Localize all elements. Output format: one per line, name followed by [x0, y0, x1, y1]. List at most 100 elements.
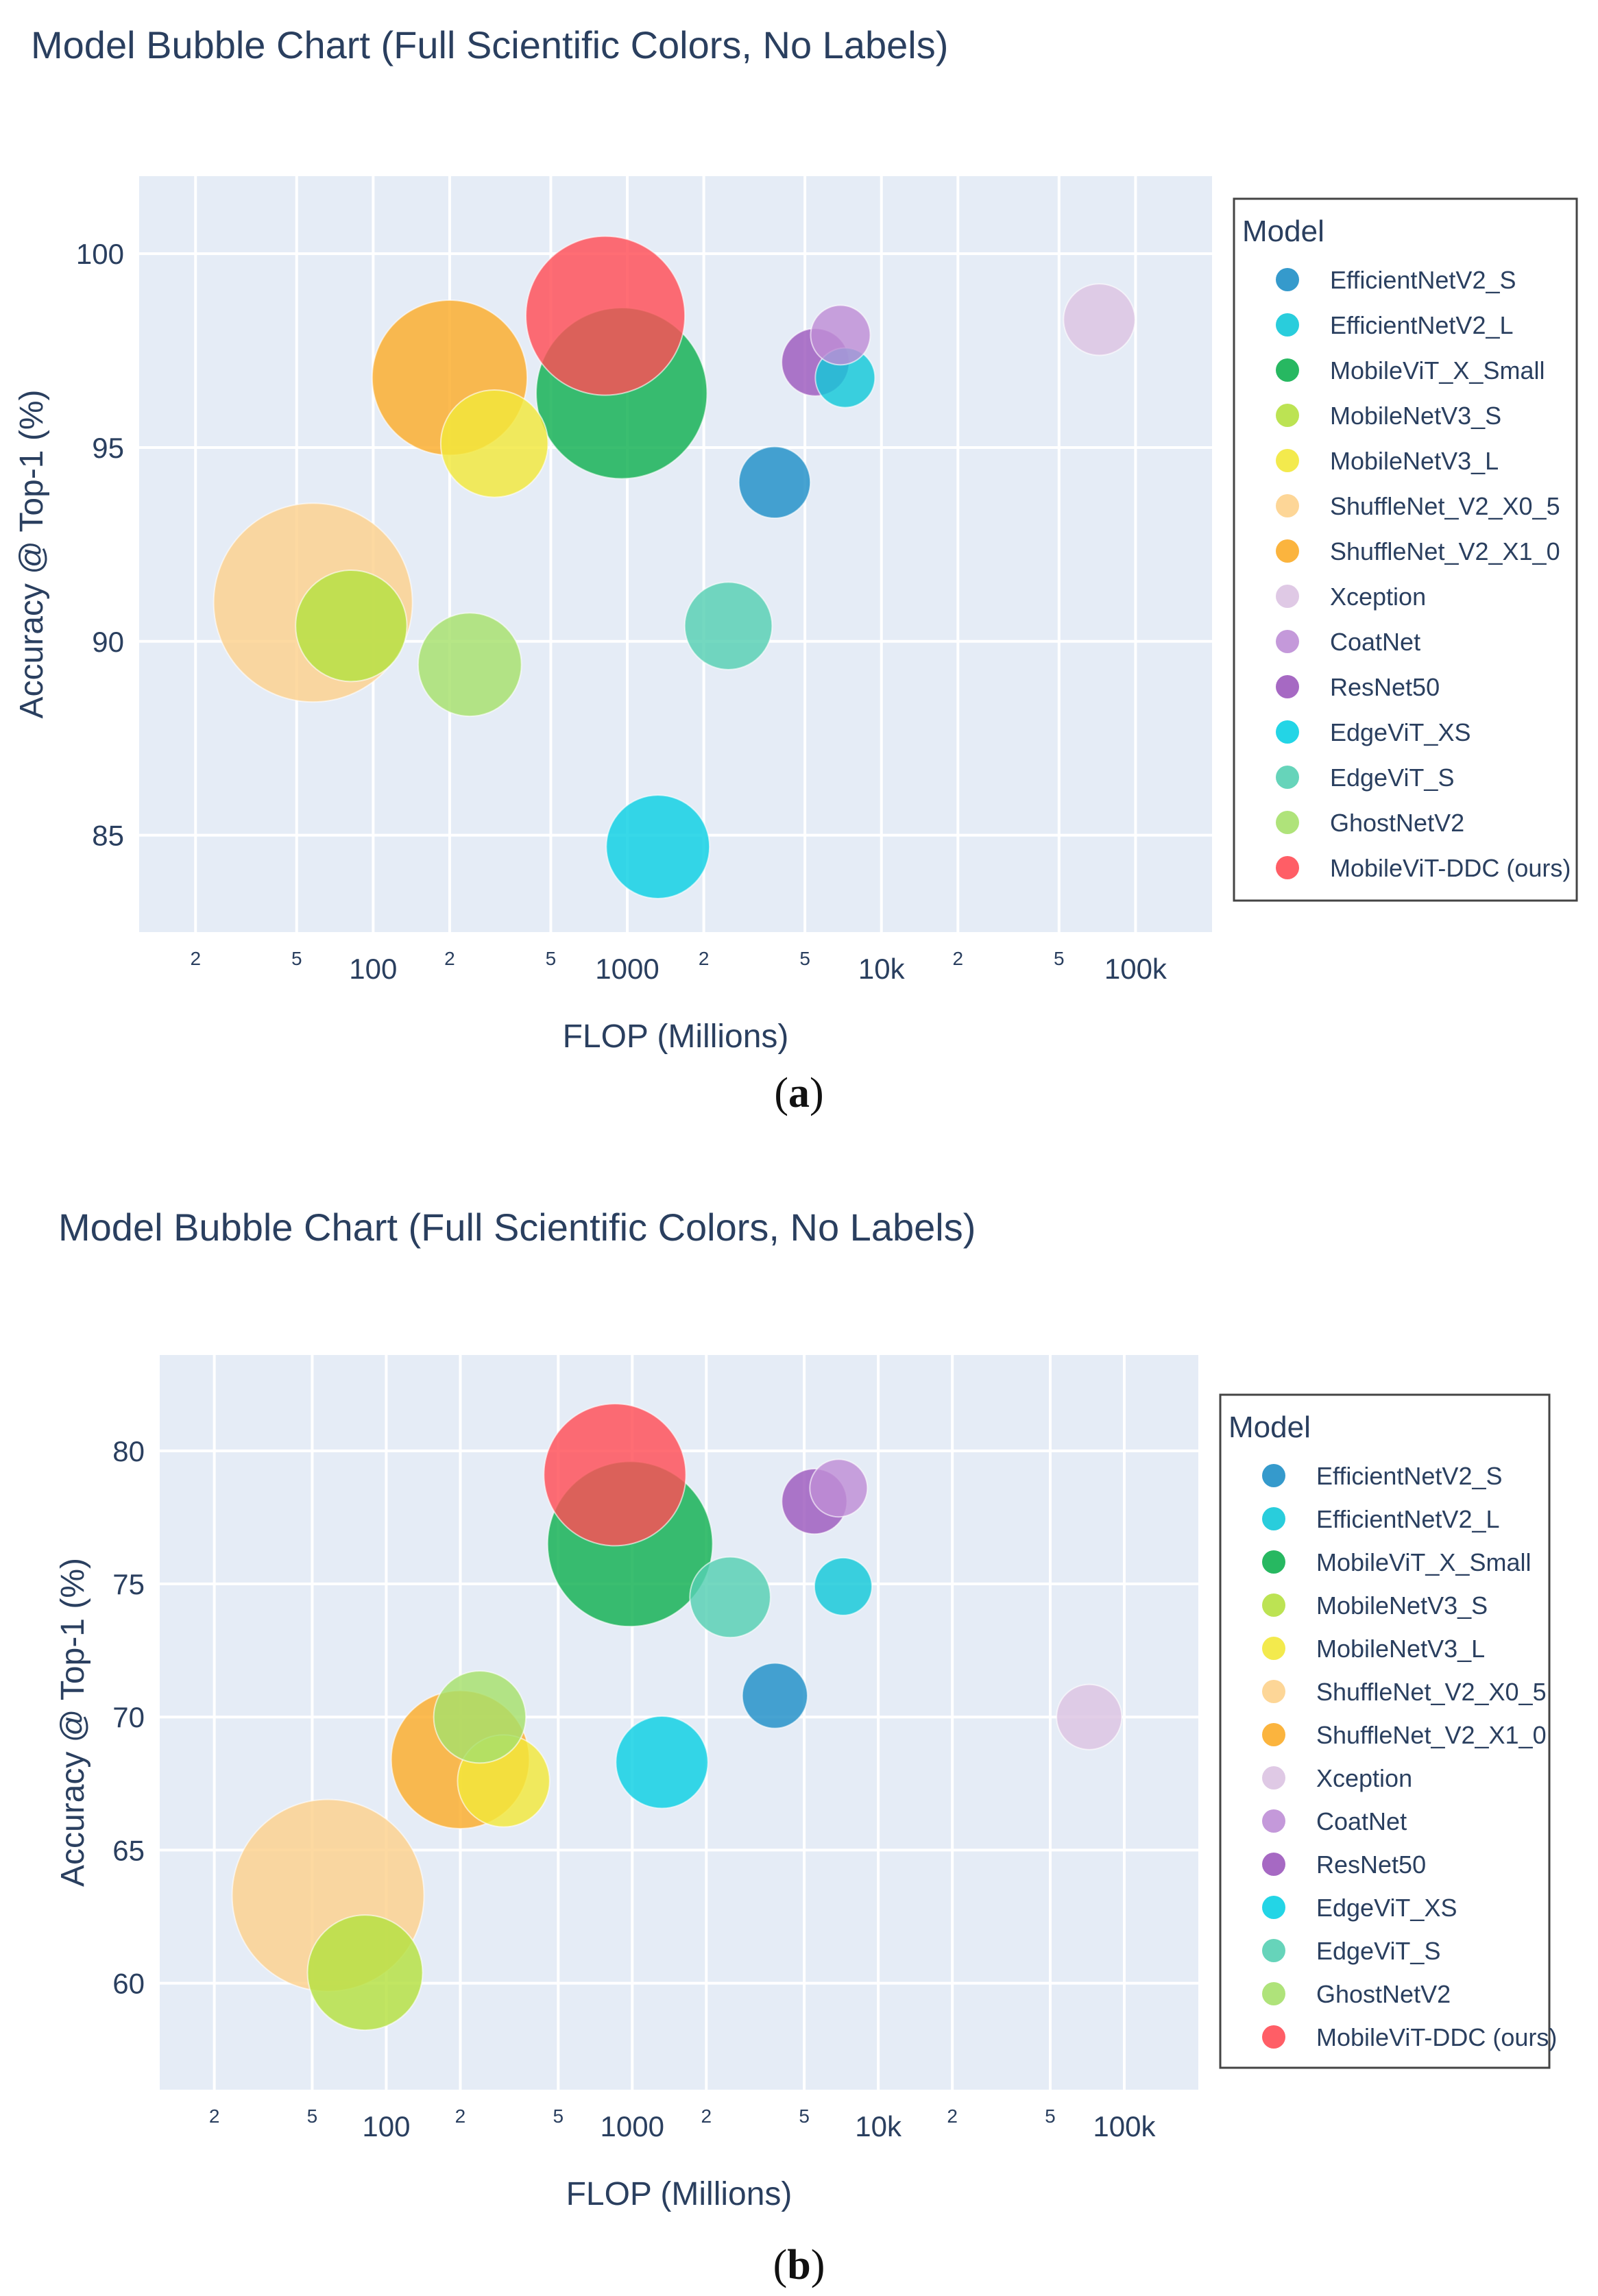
legend-marker	[1276, 539, 1299, 563]
x-tick-label: 5	[307, 2105, 318, 2127]
legend-item[interactable]: CoatNet	[1262, 1807, 1407, 1835]
legend-marker	[1262, 1809, 1285, 1833]
legend-item[interactable]: MobileNetV3_L	[1276, 447, 1499, 475]
legend-marker	[1276, 720, 1299, 744]
legend-item[interactable]: GhostNetV2	[1262, 1980, 1451, 2008]
y-tick-label: 60	[112, 1968, 145, 2000]
legend-item[interactable]: EfficientNetV2_L	[1262, 1505, 1500, 1533]
legend-label: EfficientNetV2_L	[1316, 1505, 1500, 1533]
legend-item[interactable]: ShuffleNet_V2_X1_0	[1276, 537, 1560, 565]
x-tick-label: 5	[291, 948, 302, 969]
legend-label: GhostNetV2	[1330, 809, 1464, 837]
legend-marker	[1276, 630, 1299, 653]
legend-label: ShuffleNet_V2_X0_5	[1330, 492, 1560, 520]
legend-item[interactable]: MobileNetV3_L	[1262, 1635, 1485, 1663]
legend-marker	[1262, 1507, 1285, 1530]
legend-marker	[1276, 856, 1299, 879]
x-axis-label: FLOP (Millions)	[566, 2176, 792, 2212]
legend-label: ShuffleNet_V2_X1_0	[1316, 1721, 1547, 1749]
legend-label: MobileNetV3_L	[1330, 447, 1499, 475]
legend-item[interactable]: EdgeViT_XS	[1276, 718, 1470, 746]
legend-marker	[1262, 1982, 1285, 2005]
legend-marker	[1262, 1680, 1285, 1703]
legend-item[interactable]: EdgeViT_S	[1262, 1937, 1440, 1965]
chart-title: Model Bubble Chart (Full Scientific Colo…	[31, 23, 948, 66]
bubble-chart-a: Model Bubble Chart (Full Scientific Colo…	[14, 23, 1578, 1055]
chart-panel-a: Model Bubble Chart (Full Scientific Colo…	[14, 23, 1578, 1055]
legend-marker	[1276, 766, 1299, 789]
x-tick-label: 2	[455, 2105, 466, 2127]
legend-marker	[1262, 1550, 1285, 1574]
legend-item[interactable]: ShuffleNet_V2_X1_0	[1262, 1721, 1547, 1749]
legend-marker	[1262, 1896, 1285, 1919]
bubble-mobilenetv3-l[interactable]	[439, 389, 549, 498]
bubble-edgevit-xs[interactable]	[605, 794, 711, 899]
legend-label: EdgeViT_XS	[1330, 718, 1470, 746]
legend-marker	[1276, 313, 1299, 337]
legend-label: ResNet50	[1330, 673, 1440, 701]
legend-item[interactable]: Xception	[1262, 1764, 1412, 1792]
legend-label: EfficientNetV2_L	[1330, 311, 1514, 339]
legend-item[interactable]: MobileViT-DDC (ours)	[1262, 2023, 1557, 2051]
legend-marker	[1276, 494, 1299, 517]
legend-marker	[1276, 449, 1299, 472]
legend-item[interactable]: MobileViT-DDC (ours)	[1276, 854, 1571, 882]
bubble-coatnet[interactable]	[809, 1458, 869, 1518]
legend-item[interactable]: ShuffleNet_V2_X0_5	[1276, 492, 1560, 520]
bubble-mobilenetv3-s[interactable]	[306, 1914, 424, 2031]
bubble-efficientnetv2-l[interactable]	[813, 1556, 873, 1616]
x-tick-label: 5	[1054, 948, 1065, 969]
legend-marker	[1262, 1637, 1285, 1660]
bubble-efficientnetv2-s[interactable]	[741, 1662, 808, 1729]
legend-item[interactable]: EdgeViT_XS	[1262, 1894, 1457, 1922]
x-tick-label: 5	[1045, 2105, 1056, 2127]
bubble-ghostnetv2[interactable]	[433, 1670, 527, 1764]
legend-label: MobileViT_X_Small	[1316, 1548, 1531, 1576]
x-axis-label: FLOP (Millions)	[563, 1018, 789, 1055]
legend-item[interactable]: MobileViT_X_Small	[1262, 1548, 1531, 1576]
bubble-ghostnetv2[interactable]	[417, 612, 522, 718]
x-tick-label: 5	[799, 2105, 810, 2127]
legend-marker	[1262, 1853, 1285, 1876]
legend-item[interactable]: EdgeViT_S	[1276, 764, 1454, 792]
legend-label: EfficientNetV2_S	[1316, 1462, 1503, 1490]
caption-a: (a)	[774, 1070, 824, 1116]
y-tick-label: 80	[112, 1435, 145, 1467]
legend-marker	[1262, 1593, 1285, 1617]
legend-item[interactable]: MobileViT_X_Small	[1276, 356, 1545, 384]
x-tick-label: 5	[546, 948, 557, 969]
bubble-mobilevit-ddc-ours-[interactable]	[525, 235, 686, 396]
legend-item[interactable]: MobileNetV3_S	[1262, 1591, 1488, 1620]
legend-item[interactable]: MobileNetV3_S	[1276, 402, 1501, 430]
bubble-edgevit-s[interactable]	[683, 581, 773, 670]
legend-label: MobileNetV3_S	[1316, 1591, 1488, 1620]
legend-item[interactable]: ResNet50	[1262, 1851, 1426, 1879]
bubble-efficientnetv2-s[interactable]	[738, 445, 812, 520]
legend-label: Xception	[1316, 1764, 1412, 1792]
bubbles	[231, 1403, 1123, 2031]
y-tick-label: 65	[112, 1834, 145, 1866]
bubble-mobilevit-ddc-ours-[interactable]	[543, 1403, 687, 1547]
legend-label: ShuffleNet_V2_X0_5	[1316, 1678, 1547, 1706]
bubble-edgevit-s[interactable]	[689, 1556, 771, 1639]
bubble-edgevit-xs[interactable]	[615, 1715, 709, 1809]
legend-label: Xception	[1330, 583, 1426, 611]
bubble-xception[interactable]	[1056, 1683, 1123, 1750]
legend-label: ShuffleNet_V2_X1_0	[1330, 537, 1560, 565]
legend-label: EdgeViT_S	[1316, 1937, 1440, 1965]
legend-item[interactable]: EfficientNetV2_L	[1276, 311, 1514, 339]
legend-item[interactable]: EfficientNetV2_S	[1262, 1462, 1503, 1490]
x-tick-label: 2	[701, 2105, 712, 2127]
legend-item[interactable]: CoatNet	[1276, 628, 1420, 656]
legend-item[interactable]: ShuffleNet_V2_X0_5	[1262, 1678, 1547, 1706]
legend-item[interactable]: ResNet50	[1276, 673, 1440, 701]
legend-item[interactable]: EfficientNetV2_S	[1276, 266, 1516, 294]
legend-marker	[1262, 1939, 1285, 1962]
legend-item[interactable]: Xception	[1276, 583, 1426, 611]
bubble-coatnet[interactable]	[810, 304, 871, 366]
legend-item[interactable]: GhostNetV2	[1276, 809, 1464, 837]
bubble-mobilenetv3-s[interactable]	[295, 569, 408, 683]
bubble-xception[interactable]	[1063, 283, 1136, 356]
x-tick-label: 100k	[1104, 953, 1167, 985]
